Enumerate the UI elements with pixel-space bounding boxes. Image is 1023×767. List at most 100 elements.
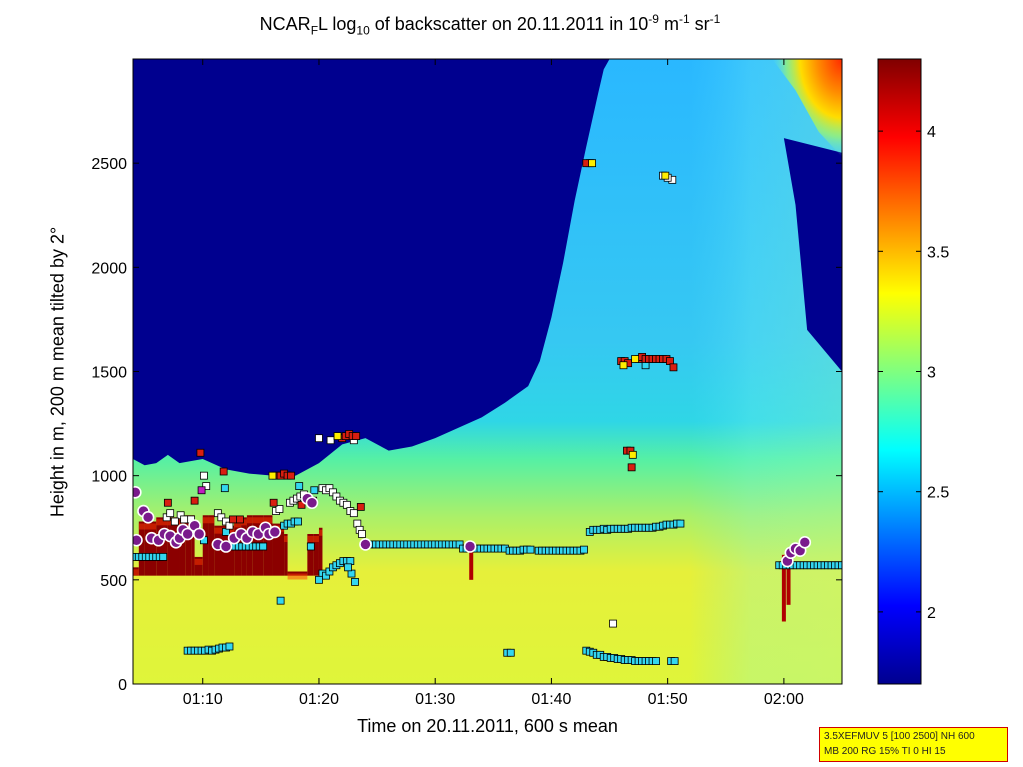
yellow-square-marker: [661, 171, 670, 180]
cloud-segment: [179, 519, 186, 576]
cyan-square-marker: [344, 563, 352, 572]
yellow-square-marker: [268, 471, 277, 480]
cloud-base-circle: [192, 527, 206, 541]
cloud-spike: [786, 556, 791, 605]
plot-area: [133, 59, 842, 684]
yellow-square-marker: [628, 450, 637, 459]
cyan-square-marker: [220, 484, 229, 493]
cloud-segment-edge: [318, 529, 323, 536]
cloud-segment-edge: [287, 573, 308, 580]
cyan-square-marker: [652, 657, 660, 665]
yellow-square-marker: [631, 355, 640, 363]
cyan-square-marker: [295, 482, 304, 490]
cloud-segment-edge: [241, 519, 247, 526]
x-tick-label: 01:20: [299, 691, 339, 708]
cloud-segment: [272, 523, 285, 576]
chart-title: NCARFL log10 of backscatter on 20.11.201…: [259, 12, 721, 38]
cloud-segment: [284, 534, 288, 576]
cloud-segment: [208, 515, 215, 576]
colorbar-tick-label: 2.5: [927, 485, 949, 502]
y-tick-label: 500: [100, 573, 127, 590]
y-tick-label: 2500: [91, 156, 127, 173]
cyan-square-marker: [294, 517, 302, 526]
cloud-segment: [263, 515, 273, 576]
cloud-spike: [781, 554, 786, 622]
cloud-segment: [156, 517, 168, 576]
colorbar: [877, 58, 922, 685]
y-tick-label: 1500: [91, 365, 127, 382]
cloud-segment-edge: [246, 517, 253, 524]
x-tick-label: 01:40: [531, 691, 571, 708]
cloud-segment-edge: [138, 523, 145, 530]
cloud-segment-edge: [144, 523, 157, 530]
info-line-2: MB 200 RG 15% TI 0 HI 15: [824, 746, 946, 757]
red-square-marker: [669, 363, 678, 372]
white-square-marker: [217, 513, 226, 522]
y-axis-ticks: 0 500 1000 1500 2000 2500: [91, 156, 842, 694]
aerosol-clear-air-region: [133, 59, 610, 476]
yellow-square-marker: [588, 159, 597, 168]
cloud-segment-edge: [133, 569, 139, 576]
cloud-spike: [469, 544, 474, 580]
cloud-segment: [144, 521, 157, 576]
cloud-segment: [138, 521, 145, 576]
cloud-segment-edge: [202, 517, 209, 524]
cloud-segment-edge: [156, 519, 168, 526]
yellow-square-marker: [333, 432, 342, 440]
y-tick-label: 2000: [91, 260, 127, 277]
red-square-marker: [163, 498, 172, 507]
white-square-marker: [358, 530, 366, 538]
red-square-marker: [356, 503, 365, 511]
red-square-marker: [219, 467, 228, 476]
cloud-segment-edge: [263, 517, 273, 524]
retrieval-markers: [133, 159, 842, 665]
clear-air-right-region: [783, 138, 842, 372]
cloud-base-circle: [133, 533, 143, 547]
white-square-marker: [170, 517, 179, 526]
x-tick-label: 02:00: [764, 691, 804, 708]
x-tick-label: 01:30: [415, 691, 455, 708]
cyan-square-marker: [225, 642, 234, 651]
cloud-base-circle: [219, 540, 233, 553]
red-square-marker: [196, 448, 205, 457]
y-tick-label: 0: [118, 677, 127, 694]
cloud-base-circle: [359, 538, 372, 551]
colorbar-tick-label: 3: [927, 365, 936, 382]
cyan-square-marker: [506, 648, 515, 657]
cloud-segment-edge: [307, 536, 314, 542]
colorbar-tick-label: 3.5: [927, 244, 949, 261]
cloud-base-circle: [798, 536, 812, 549]
x-tick-label: 01:10: [183, 691, 223, 708]
white-square-marker: [202, 482, 211, 490]
white-square-marker: [275, 505, 284, 513]
red-square-marker: [236, 515, 244, 524]
white-square-marker: [166, 509, 175, 518]
cyan-square-marker: [276, 596, 285, 605]
red-square-marker: [352, 432, 361, 440]
cloud-base-circle: [133, 486, 142, 499]
cloud-segment-edge: [194, 558, 203, 565]
red-square-marker: [287, 471, 295, 480]
red-square-marker: [297, 500, 306, 509]
cyan-square-marker: [306, 542, 315, 551]
cloud-segment: [307, 534, 314, 576]
cloud-segment: [191, 515, 195, 576]
colorbar-ticks: 2 2.5 3 3.5 4: [878, 124, 949, 622]
x-axis-label: Time on 20.11.2011, 600 s mean: [357, 716, 618, 736]
y-axis-label: Height in m, 200 m mean tilted by 2°: [47, 226, 68, 518]
cyan-square-marker: [526, 545, 535, 554]
white-square-marker: [326, 436, 335, 445]
colorbar-tick-label: 4: [927, 124, 936, 141]
cyan-square-marker: [259, 542, 268, 551]
red-square-marker: [269, 498, 278, 507]
red-square-marker: [229, 515, 237, 524]
high-backscatter-corner: [772, 59, 842, 157]
y-tick-label: 1000: [91, 469, 127, 486]
cyan-square-marker: [838, 561, 842, 570]
red-square-marker: [627, 463, 636, 472]
settings-info-box: 3.5XEFMUV 5 [100 2500] NH 600 MB 200 RG …: [819, 727, 1008, 762]
x-axis-ticks: 01:10 01:20 01:30 01:40 01:50 02:00: [183, 59, 804, 708]
cloud-segment-edge: [208, 517, 215, 524]
info-line-1: 3.5XEFMUV 5 [100 2500] NH 600: [824, 731, 975, 742]
